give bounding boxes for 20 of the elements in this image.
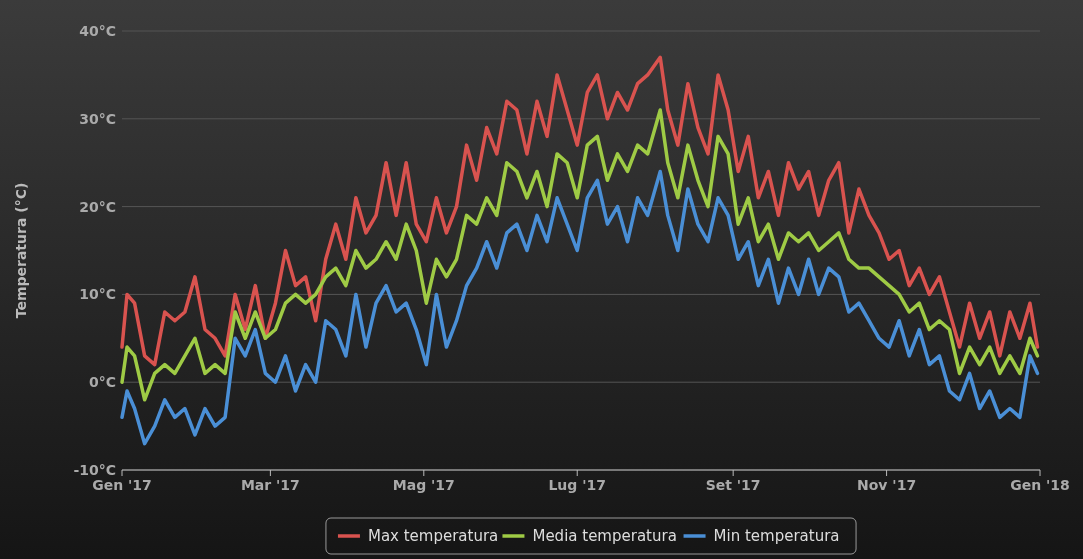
y-tick-label: 20°C	[79, 198, 116, 215]
legend-label: Min temperatura	[713, 527, 840, 546]
x-tick-label: Nov '17	[857, 477, 917, 493]
line-series	[120, 108, 1040, 402]
y-tick-label: 10°C	[79, 286, 116, 303]
y-tick-label: 40°C	[79, 22, 116, 39]
x-tick-label: Lug '17	[548, 477, 607, 493]
line-series	[120, 169, 1040, 446]
y-tick-label: -10°C	[73, 461, 116, 478]
y-axis-title: Temperatura (°C)	[13, 182, 29, 319]
x-tick-label: Mag '17	[392, 477, 455, 493]
legend-label: Max temperatura	[367, 527, 499, 546]
line-series	[120, 55, 1040, 367]
x-tick-label: Set '17	[705, 477, 761, 493]
y-tick-label: 0°C	[88, 374, 116, 391]
y-tick-label: 30°C	[79, 110, 116, 127]
x-tick-label: Gen '17	[92, 477, 152, 493]
legend-label: Media temperatura	[532, 527, 677, 546]
x-tick-label: Mar '17	[240, 477, 300, 493]
x-tick-label: Gen '18	[1010, 477, 1070, 493]
